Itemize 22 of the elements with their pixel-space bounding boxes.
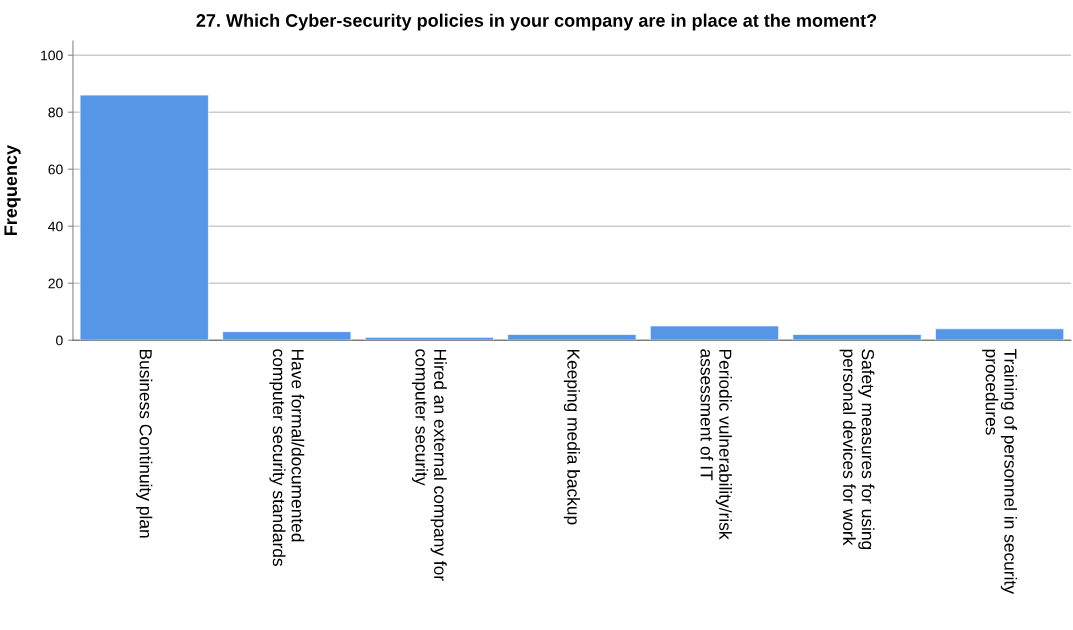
chart-title: 27. Which Cyber-security policies in your company are in place at the moment? [196, 13, 877, 31]
x-tick-label: Safety measures for using personal devices for work [839, 349, 875, 550]
x-tick-label: Periodic vulnerability/risk assessment of IT [700, 349, 732, 540]
y-tick-label: 60 [48, 164, 63, 175]
y-tick-label: 0 [56, 335, 63, 346]
x-tick-label: Have formal/documented computer security standards [269, 349, 305, 566]
bar [792, 334, 922, 341]
y-axis-title: Frequency [4, 145, 21, 236]
bar [935, 328, 1065, 341]
bar [649, 325, 779, 341]
x-tick-label: Training of personnel in security procedures [982, 348, 1018, 594]
x-tick-label: Keeping media backup [563, 349, 580, 525]
bar [507, 334, 637, 341]
bar [364, 337, 494, 341]
y-tick-label: 20 [48, 278, 63, 289]
bar [79, 94, 209, 341]
x-tick-label: Business Continuity plan [136, 349, 153, 538]
y-tick-label: 100 [41, 50, 63, 61]
bar [222, 331, 352, 341]
y-tick-label: 40 [48, 221, 63, 232]
y-tick-label: 80 [48, 107, 63, 118]
x-tick-label: Hired an external company for computer security [411, 349, 447, 581]
